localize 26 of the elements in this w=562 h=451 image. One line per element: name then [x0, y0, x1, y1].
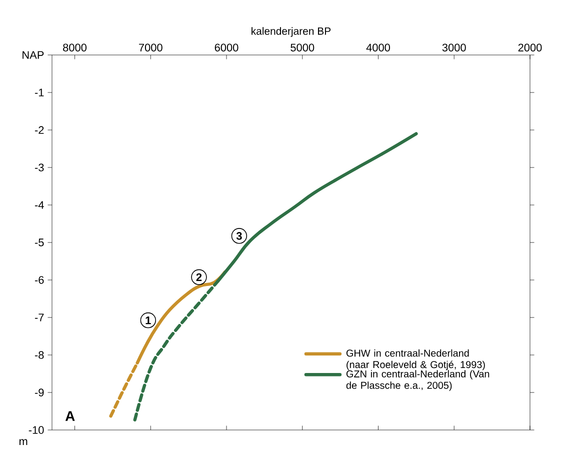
y-tick-label: -2 — [34, 126, 44, 134]
y-tick-label: -7 — [34, 314, 44, 322]
x-tick-label: 6000 — [214, 44, 238, 52]
annotation: 2 — [196, 273, 202, 281]
x-tick-label: 2000 — [518, 44, 542, 52]
x-tick-label: 5000 — [290, 44, 314, 52]
y-tick-label: -4 — [34, 201, 44, 209]
legend-label: GHW in centraal-Nederland (naar Roeleveld & Gotjé, 1993) — [346, 349, 485, 370]
y-tick-label: -3 — [34, 164, 44, 172]
legend-label: GZN in centraal-Nederland (Van de Plassche e.a., 2005) — [346, 370, 490, 391]
x-tick-label: 7000 — [139, 44, 162, 52]
x-tick-label: 3000 — [442, 44, 466, 52]
annotation: 1 — [146, 316, 151, 324]
x-tick-label: 4000 — [366, 44, 390, 52]
y-axis-title: m — [19, 439, 28, 446]
y-tick-label: -9 — [34, 388, 44, 396]
annotation: A — [65, 411, 75, 421]
y-tick-label: -6 — [34, 276, 44, 284]
y-tick-label: -8 — [34, 351, 44, 359]
x-tick-label: 8000 — [63, 44, 87, 52]
y-tick-label: -5 — [34, 238, 44, 246]
y-tick-label: -10 — [28, 426, 44, 434]
y-tick-label: -1 — [34, 88, 44, 96]
x-axis-title: kalenderjaren BP — [252, 27, 331, 37]
y-tick-label: NAP — [22, 51, 44, 59]
annotation: 3 — [236, 232, 242, 240]
